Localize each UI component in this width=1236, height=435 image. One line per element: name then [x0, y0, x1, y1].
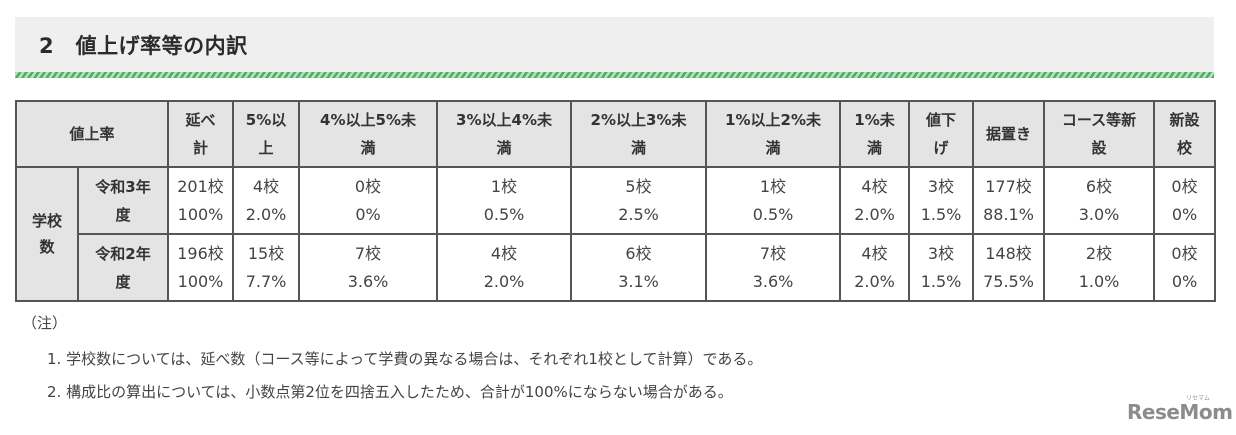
table-row: 令和2年度 196校 100% 15校 7.7% 7校 3.6% 4校 2.0% 6校 3…: [16, 233, 1217, 302]
table-cell: 15校 7.7%: [232, 233, 301, 302]
resemom-logo: ReseMom: [1127, 400, 1233, 424]
row-group-header: 学校数: [15, 166, 79, 302]
notes-label: （注）: [22, 314, 68, 332]
column-header: 据置き: [972, 100, 1046, 168]
table-cell: 4校 2.0%: [436, 233, 573, 302]
table-header-row: 値上率 延べ計 5%以上 4%以上5%未満 3%以上4%未満 2%以上3%未満 …: [14, 100, 1217, 168]
table-cell: 1校 0.5%: [705, 166, 842, 235]
table-cell: 0校 0%: [298, 166, 439, 235]
column-header: 値下げ: [908, 100, 975, 168]
table-row: 学校数 令和3年度 201校 100% 4校 2.0% 0校 0% 1校 0.5% 5校…: [15, 166, 1217, 302]
column-header: コース等新設: [1043, 100, 1156, 168]
table-cell: 3校 1.5%: [908, 233, 975, 302]
column-header: 2%以上3%未満: [570, 100, 708, 168]
table-cell: 7校 3.6%: [705, 233, 842, 302]
price-increase-breakdown-table: 値上率 延べ計 5%以上 4%以上5%未満 3%以上4%未満 2%以上3%未満 …: [14, 100, 1217, 302]
note-item: 2. 構成比の算出については、小数点第2位を四捨五入したため、合計が100%にな…: [47, 383, 733, 401]
table-cell: 1校 0.5%: [436, 166, 573, 235]
watermark-kana: リセマム: [1186, 395, 1211, 402]
table-cell: 196校 100%: [167, 233, 235, 302]
row-header: 令和3年度: [76, 166, 170, 235]
table-cell: 2校 1.0%: [1043, 233, 1156, 302]
table-cell: 177校 88.1%: [972, 166, 1046, 235]
table-cell: 7校 3.6%: [298, 233, 439, 302]
corner-header: 値上率: [14, 100, 170, 168]
table-cell: 6校 3.1%: [570, 233, 708, 302]
table-cell: 5校 2.5%: [570, 166, 708, 235]
column-header: 3%以上4%未満: [436, 100, 573, 168]
table-cell: 6校 3.0%: [1043, 166, 1156, 235]
table-cell: 201校 100%: [167, 166, 235, 235]
column-header: 4%以上5%未満: [298, 100, 439, 168]
section-header: 2 値上げ率等の内訳: [15, 17, 1214, 72]
note-item: 1. 学校数については、延べ数（コース等によって学費の異なる場合は、それぞれ1校…: [47, 350, 763, 368]
table-cell: 3校 1.5%: [908, 166, 975, 235]
table-cell: 4校 2.0%: [839, 233, 911, 302]
column-header: 1%未満: [839, 100, 911, 168]
column-header: 5%以上: [232, 100, 301, 168]
table-cell: 0校 0%: [1153, 166, 1217, 235]
table-cell: 4校 2.0%: [232, 166, 301, 235]
column-header: 新設校: [1153, 100, 1217, 168]
table-cell: 0校 0%: [1153, 233, 1217, 302]
column-header: 延べ計: [167, 100, 235, 168]
section-divider-stripe: [15, 72, 1214, 78]
section-title: 2 値上げ率等の内訳: [39, 34, 248, 58]
row-header: 令和2年度: [76, 233, 170, 302]
table-cell: 4校 2.0%: [839, 166, 911, 235]
table-cell: 148校 75.5%: [972, 233, 1046, 302]
column-header: 1%以上2%未満: [705, 100, 842, 168]
